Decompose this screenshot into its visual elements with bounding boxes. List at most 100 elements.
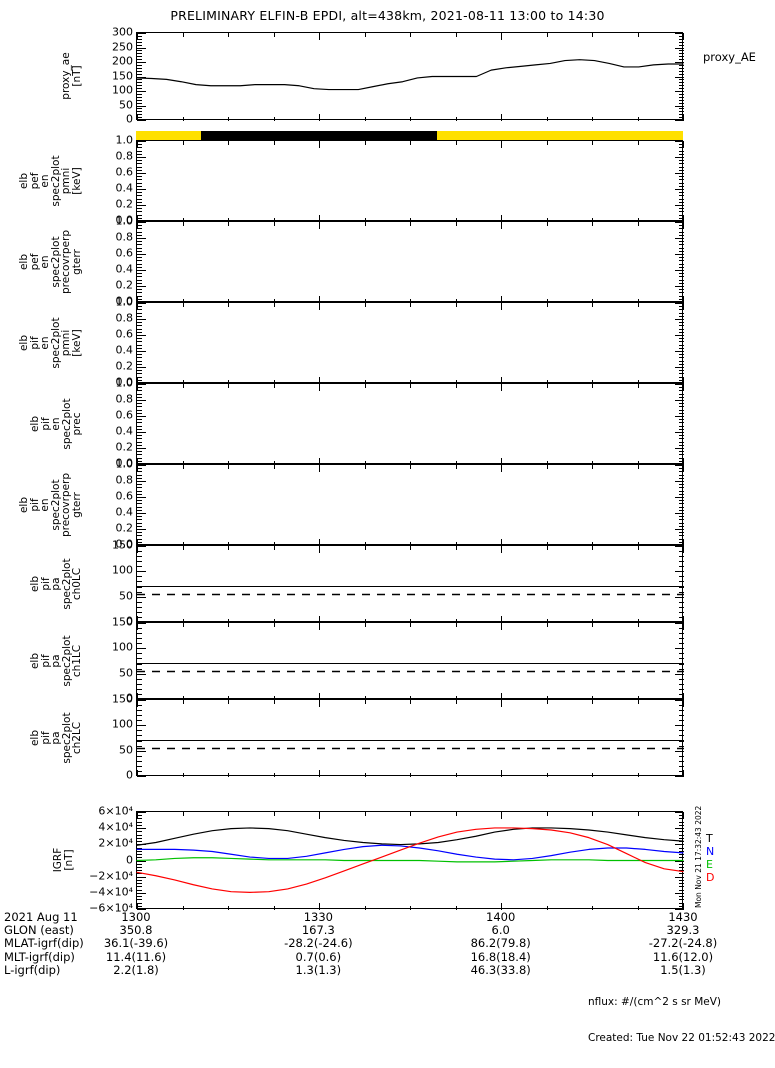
ytick-labels-elb-pif-en-precovrperp-gterr: 1.0 0.8 0.6 0.4 0.2 0.0 bbox=[87, 459, 134, 550]
bottom-value-time: 1330 bbox=[303, 910, 333, 924]
bottom-column-1300: 1300 350.8 36.1(-39.6) 11.4(11.6) 2.2(1.8) bbox=[76, 910, 196, 977]
ylabel-line: elb bbox=[28, 729, 41, 746]
ylabel-line: gterr bbox=[70, 248, 83, 275]
trace-igrf-n bbox=[136, 844, 684, 861]
bottom-value-mlat: 36.1(-39.6) bbox=[103, 936, 169, 951]
ylabel-line: pa bbox=[49, 653, 62, 668]
ylabel-proxy-ae: proxy_ae [nT] bbox=[60, 32, 83, 120]
ylabel-elb-pef-en-pmni: elb pef en spec2plot pmni [keV] bbox=[18, 140, 83, 221]
ytick-label: 100 bbox=[112, 563, 133, 577]
ylabel-line: en bbox=[39, 497, 51, 512]
zone-bar-segment bbox=[136, 131, 201, 140]
ytick-label: 0.4 bbox=[115, 181, 134, 195]
ytick-label: 100 bbox=[112, 640, 133, 654]
ytick-label: 0.2 bbox=[115, 521, 134, 535]
bottom-value-glon: 350.8 bbox=[119, 923, 153, 938]
bottom-value-glon: 167.3 bbox=[301, 923, 335, 938]
ytick-label: 0.8 bbox=[115, 311, 134, 325]
ytick-label: 0 bbox=[126, 112, 133, 126]
panel-elb-pif-en-pmni[interactable] bbox=[136, 302, 684, 384]
ylabel-line: en bbox=[49, 416, 62, 431]
ylabel-line: ch1LC bbox=[70, 644, 83, 677]
ytick-label: 150 bbox=[112, 692, 133, 706]
ytick-labels-elb-pif-en-prec: 1.0 0.8 0.6 0.4 0.2 0.0 bbox=[87, 378, 134, 469]
panel-elb-pef-en-pmni[interactable] bbox=[136, 140, 684, 222]
ytick-label: 0.4 bbox=[115, 424, 134, 438]
ylabel-line: elb bbox=[28, 575, 41, 592]
ylabel-line: elb bbox=[18, 253, 30, 270]
ylabel-elb-pif-en-prec: elb pif en spec2plot prec bbox=[28, 383, 83, 464]
igrf-legend-d: D bbox=[706, 871, 715, 884]
ylabel-line: pmni bbox=[60, 167, 72, 194]
panel-igrf[interactable] bbox=[136, 811, 684, 910]
science-zone-bar bbox=[136, 131, 683, 140]
bottom-row-label: GLON (east) bbox=[4, 923, 74, 938]
bottom-value-glon: 329.3 bbox=[666, 923, 700, 938]
ylabel-line: pif bbox=[39, 416, 51, 431]
ytick-label: 0.8 bbox=[115, 392, 134, 406]
panel-elb-pif-pa-ch1lc[interactable] bbox=[136, 622, 684, 700]
bottom-column-1330: 1330 167.3 -28.2(-24.6) 0.7(0.6) 1.3(1.3) bbox=[258, 910, 378, 977]
ytick-label: 150 bbox=[112, 538, 133, 552]
ytick-label: 1.0 bbox=[115, 133, 134, 147]
ytick-label: 0.6 bbox=[115, 165, 134, 179]
ylabel-line: en bbox=[39, 335, 51, 350]
bottom-value-mlt: 11.6(12.0) bbox=[652, 949, 714, 964]
ylabel-line: [nT] bbox=[62, 849, 75, 871]
panel-ticks-elb-pif-en-precovrperp-gterr bbox=[137, 465, 684, 546]
igrf-legend-n: N bbox=[706, 845, 715, 858]
igrf-legend-t: T bbox=[706, 832, 713, 845]
bottom-value-time: 1300 bbox=[121, 910, 151, 924]
ylabel-line: pa bbox=[49, 730, 62, 745]
bottom-value-mlat: 86.2(79.8) bbox=[470, 936, 531, 951]
panel-ticks-elb-pef-en-precovrperp-gterr bbox=[137, 222, 684, 303]
ytick-label: 50 bbox=[119, 666, 133, 680]
ylabel-elb-pif-pa-ch2lc: elb pif pa spec2plot ch2LC bbox=[28, 699, 83, 776]
bottom-row-label: MLAT-igrf(dip) bbox=[4, 936, 84, 951]
ytick-label: 0 bbox=[126, 853, 133, 867]
ytick-label: 0 bbox=[126, 614, 133, 628]
ylabel-line: pa bbox=[49, 576, 62, 591]
panel-proxy-ae[interactable] bbox=[136, 32, 684, 121]
bottom-value-mlat: -28.2(-24.6) bbox=[284, 936, 353, 951]
panel-elb-pif-en-precovrperp-gterr[interactable] bbox=[136, 464, 684, 546]
bottom-value-l: 1.3(1.3) bbox=[295, 962, 342, 977]
panel-elb-pif-pa-ch2lc[interactable] bbox=[136, 699, 684, 777]
ytick-label: 0.0 bbox=[115, 213, 134, 227]
panel-elb-pif-pa-ch0lc[interactable] bbox=[136, 545, 684, 623]
ylabel-line: [keV] bbox=[70, 328, 83, 357]
ytick-label: 300 bbox=[112, 25, 133, 39]
panel-elb-pif-en-prec[interactable] bbox=[136, 383, 684, 465]
ytick-label: 0.0 bbox=[115, 537, 134, 551]
ylabel-line: gterr bbox=[70, 491, 83, 518]
ytick-label: −2×10⁴ bbox=[89, 869, 133, 883]
ytick-label: −4×10⁴ bbox=[89, 885, 133, 899]
ylabel-line: pif bbox=[39, 653, 51, 668]
ytick-labels-proxy-ae: 300 250 200 150 100 50 0 bbox=[87, 27, 133, 125]
bottom-row-label: MLT-igrf(dip) bbox=[4, 949, 75, 964]
panel-elb-pef-en-precovrperp-gterr[interactable] bbox=[136, 221, 684, 303]
ylabel-line: precovrperp bbox=[60, 229, 72, 294]
footer-nflux: nflux: #/(cm^2 s sr MeV) bbox=[588, 996, 721, 1008]
ylabel-line: elb bbox=[18, 172, 30, 189]
ytick-label: 0 bbox=[126, 691, 133, 705]
panel-ticks-igrf bbox=[136, 812, 684, 910]
ytick-label: 0.0 bbox=[115, 456, 134, 470]
ytick-labels-elb-pif-pa-ch1lc: 150 100 50 0 bbox=[87, 617, 133, 704]
ylabel-line: pif bbox=[39, 730, 51, 745]
ylabel-line: elb bbox=[28, 415, 41, 432]
ytick-label: 50 bbox=[119, 589, 133, 603]
footer-created: Created: Tue Nov 22 01:52:43 2022 bbox=[588, 1032, 775, 1044]
ytick-label: 100 bbox=[112, 717, 133, 731]
panel-ticks-elb-pif-pa-ch1lc bbox=[137, 623, 684, 700]
ylabel-line: ch0LC bbox=[70, 567, 83, 600]
ytick-label: 150 bbox=[112, 615, 133, 629]
ytick-label: 0.4 bbox=[115, 262, 134, 276]
ylabel-line: ch2LC bbox=[70, 721, 83, 754]
bottom-column-1400: 1400 6.0 86.2(79.8) 16.8(18.4) 46.3(33.8) bbox=[441, 910, 561, 977]
ytick-label: 1.0 bbox=[115, 295, 134, 309]
bottom-value-l: 46.3(33.8) bbox=[470, 962, 531, 977]
ylabel-line: pif bbox=[39, 576, 51, 591]
ylabel-elb-pif-en-precovrperp-gterr: elb pif en spec2plot precovrperp gterr bbox=[18, 464, 83, 545]
